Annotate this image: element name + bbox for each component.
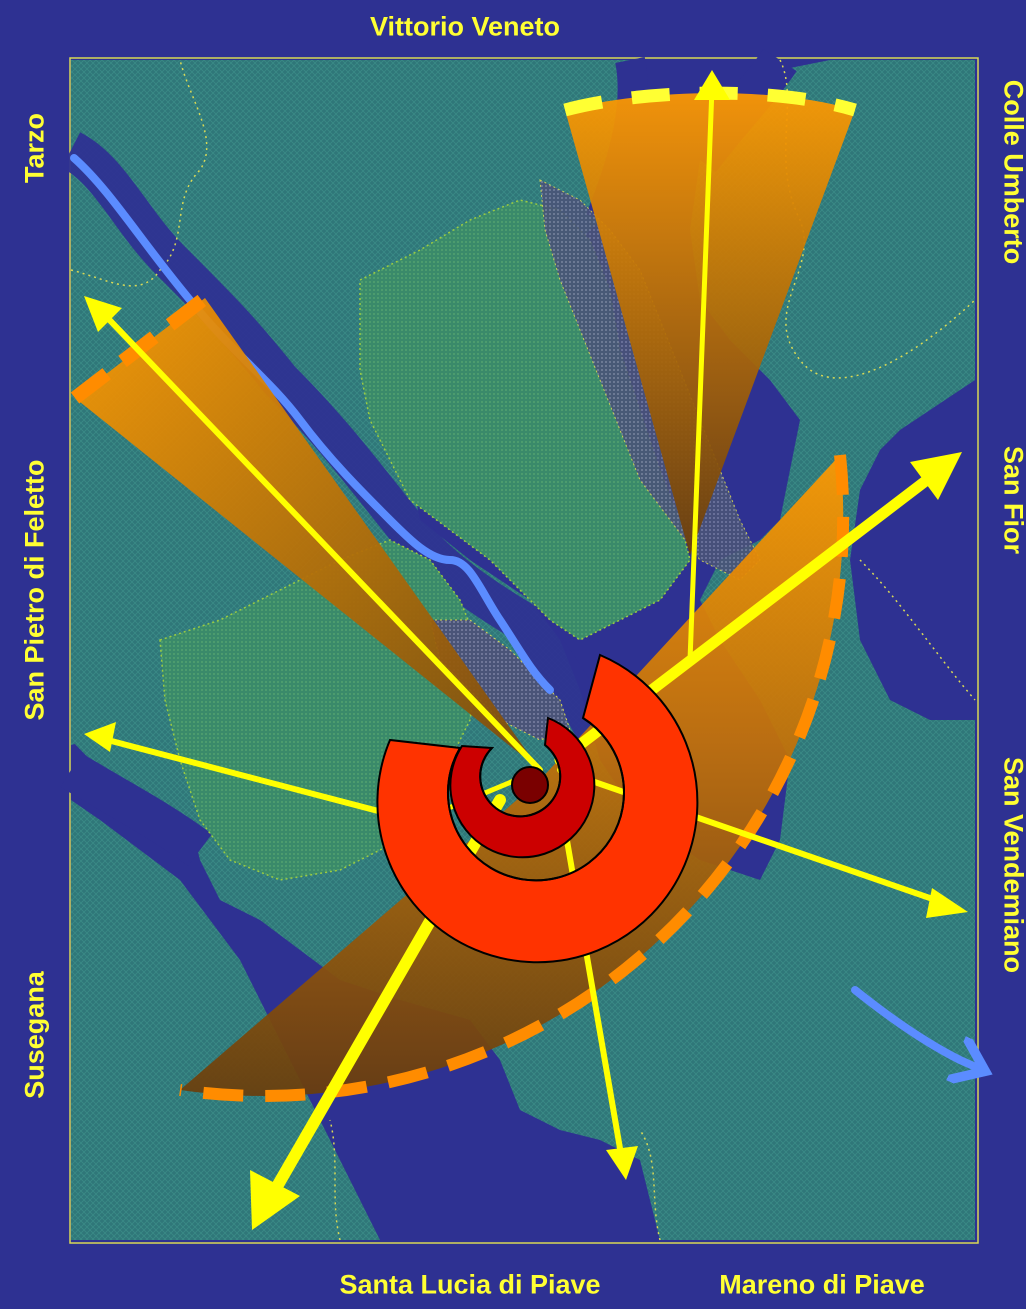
arrow-northwest-head — [84, 296, 122, 332]
label-colle-umberto: Colle Umberto — [998, 79, 1026, 265]
label-san-pietro-di-feletto: San Pietro di Feletto — [19, 459, 50, 721]
sector-large-edge — [179, 454, 850, 1102]
arrow-west-head — [84, 722, 116, 752]
arrow-northeast-head — [910, 452, 962, 500]
arrow-northwest — [97, 307, 543, 773]
river — [70, 154, 978, 1068]
label-santa-lucia-di-piave: Santa Lucia di Piave — [339, 1269, 601, 1300]
arrow-south — [557, 797, 625, 1163]
ring-inner-thin — [479, 744, 562, 818]
label-tarzo: Tarzo — [19, 112, 50, 184]
arrow-east-head — [926, 888, 968, 918]
river-upper — [70, 154, 554, 694]
river-lower — [851, 986, 978, 1068]
label-san-fior: San Fior — [998, 445, 1026, 555]
sector-north-fill — [565, 93, 855, 555]
sector-large-fill — [180, 455, 844, 1097]
arrow-southwest-head — [250, 1170, 300, 1230]
ring-middle-thin — [446, 717, 625, 882]
arrow-west-branch — [97, 735, 423, 825]
arrow-north — [687, 85, 715, 663]
ring-core — [511, 766, 549, 804]
municipal-boundaries — [70, 59, 976, 1241]
label-vittorio-veneto: Vittorio Veneto — [369, 11, 561, 42]
label-mareno-di-piave: Mareno di Piave — [719, 1269, 925, 1300]
sector-large — [179, 454, 850, 1102]
arrow-south-head — [606, 1146, 638, 1180]
concentric-rings — [376, 653, 699, 964]
arrow-north-head — [694, 70, 730, 100]
label-susegana: Susegana — [19, 971, 50, 1099]
label-san-vendemiano: San Vendemiano — [998, 756, 1026, 974]
